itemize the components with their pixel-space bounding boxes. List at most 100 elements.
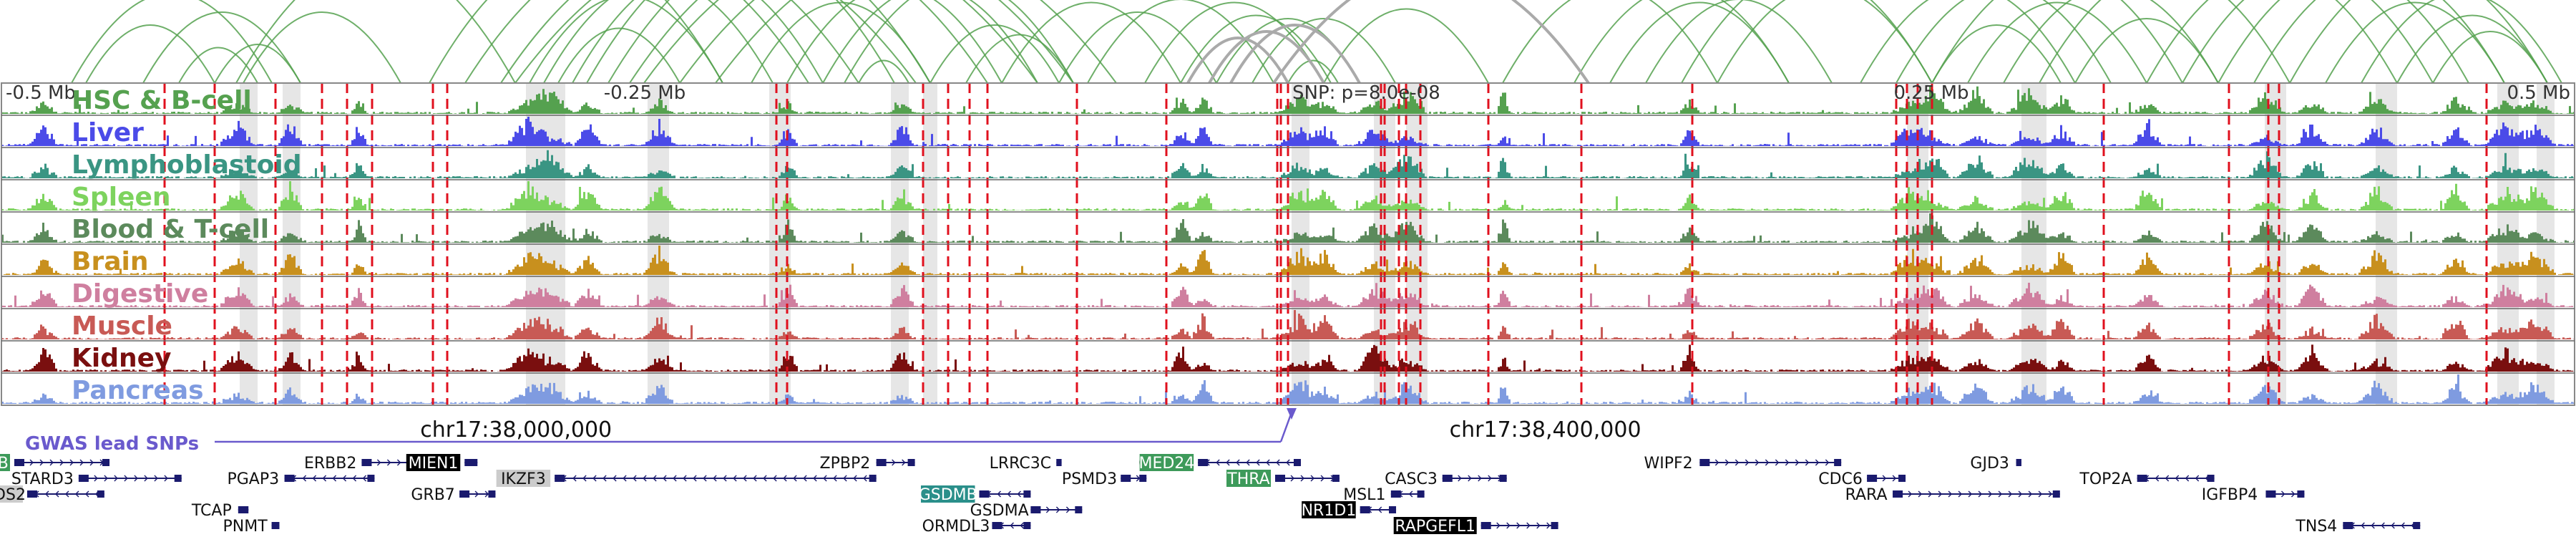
- interaction-arc: [178, 47, 258, 84]
- interaction-arc: [1967, 1, 2147, 84]
- exon: [1121, 475, 1131, 482]
- strand-chevron: [1765, 459, 1770, 466]
- strand-chevron: [673, 475, 677, 482]
- gene-label: STARD3: [11, 470, 74, 488]
- exon: [1898, 475, 1906, 482]
- strand-chevron: [613, 475, 617, 482]
- exon: [1893, 490, 1903, 498]
- gene-grb7: GRB7: [411, 486, 496, 504]
- strand-chevron: [386, 459, 391, 466]
- strand-chevron: [54, 490, 59, 498]
- interaction-arc: [930, 24, 1060, 84]
- strand-chevron: [1276, 459, 1280, 466]
- strand-chevron: [164, 475, 168, 482]
- exon: [1198, 459, 1209, 466]
- interaction-arc: [2432, 31, 2548, 84]
- exon: [2343, 522, 2353, 529]
- exon: [1275, 475, 1286, 482]
- gene-label-bg: [1139, 454, 1194, 471]
- signal-brain: [1, 246, 2575, 275]
- interaction-arc: [1144, 1, 1324, 84]
- gene-pnmt: PNMT: [223, 518, 280, 536]
- strand-chevron: [683, 475, 687, 482]
- gene-label: PPP1R1B: [0, 455, 9, 473]
- interaction-arc: [1574, 0, 1790, 84]
- gene-label: TCAP: [191, 502, 232, 520]
- exon: [102, 459, 110, 466]
- interaction-arc: [235, 0, 516, 84]
- strand-chevron: [1377, 506, 1382, 513]
- strand-chevron: [1045, 506, 1050, 513]
- exon: [555, 475, 565, 482]
- gene-gsdma: GSDMA: [970, 502, 1083, 520]
- strand-chevron: [572, 475, 577, 482]
- strand-chevron: [1755, 459, 1760, 466]
- interaction-arc: [1896, 0, 2112, 84]
- exon: [1293, 459, 1301, 466]
- axis-label: 0.5 Mb: [2507, 82, 2570, 104]
- interaction-arc: [1931, 0, 2183, 84]
- strand-chevron: [484, 490, 489, 498]
- strand-chevron: [332, 475, 337, 482]
- signal-blood-t-cell: [1, 213, 2575, 243]
- exon: [1499, 475, 1507, 482]
- strand-chevron: [1918, 490, 1923, 498]
- track-label: HSC & B-cell: [72, 86, 252, 115]
- exon: [1442, 475, 1453, 482]
- strand-chevron: [1978, 490, 1983, 498]
- exon: [876, 459, 887, 466]
- strand-chevron: [1882, 475, 1887, 482]
- gene-label: GRB7: [411, 486, 454, 504]
- strand-chevron: [653, 475, 657, 482]
- gene-label: IGFBP4: [2202, 486, 2258, 504]
- strand-chevron: [59, 459, 64, 466]
- strand-chevron: [2381, 522, 2385, 529]
- track-frame: [1, 82, 2575, 406]
- gwas-label: GWAS lead SNPs: [25, 433, 199, 455]
- exon: [1867, 475, 1878, 482]
- interaction-arc: [514, 0, 917, 84]
- gene-label-bg: [496, 470, 551, 487]
- gene-label-bg: [1226, 470, 1272, 487]
- axis-labels: -0.5 Mb -0.25 Mb SNP: p=8.0e-08 0.25 Mb 0.5 …: [6, 82, 2570, 104]
- strand-chevron: [1516, 522, 1521, 529]
- strand-chevron: [84, 490, 89, 498]
- track-label: Lymphoblastoid: [72, 150, 302, 180]
- gene-label: CASC3: [1385, 470, 1438, 488]
- gene-wipf2: WIPF2: [1644, 455, 1842, 473]
- strand-chevron: [124, 475, 128, 482]
- strand-chevron: [1714, 459, 1719, 466]
- interaction-arc: [643, 0, 1038, 84]
- interaction-arc: [751, 1, 931, 84]
- gene-rara: RARA: [1845, 486, 2060, 504]
- gene-thra: THRA: [1226, 470, 1340, 488]
- strand-chevron: [2048, 490, 2053, 498]
- strand-chevron: [1785, 459, 1790, 466]
- strand-chevron: [602, 475, 607, 482]
- strand-chevron: [322, 475, 327, 482]
- gene-gsdmb: GSDMB: [919, 485, 1031, 504]
- interaction-arc: [2146, 0, 2398, 84]
- exon: [78, 475, 89, 482]
- strand-chevron: [1226, 459, 1230, 466]
- strand-chevron: [633, 475, 637, 482]
- strand-chevron: [89, 459, 94, 466]
- strand-chevron: [1055, 506, 1060, 513]
- exon: [26, 490, 37, 498]
- gene-label: ZPBP2: [820, 455, 871, 473]
- track-label: Liver: [72, 118, 144, 147]
- strand-chevron: [474, 490, 479, 498]
- interaction-arc: [2003, 0, 2219, 84]
- exon: [1390, 490, 1401, 498]
- strand-chevron: [1724, 459, 1729, 466]
- strand-chevron: [2038, 490, 2043, 498]
- gene-label: GSDMB: [919, 486, 977, 504]
- strand-chevron: [1745, 459, 1750, 466]
- strand-chevron: [1007, 490, 1011, 498]
- interaction-arc: [2361, 0, 2562, 84]
- strand-chevron: [2401, 522, 2405, 529]
- interaction-arc-gray: [1229, 24, 1361, 84]
- axis-label: SNP: p=8.0e-08: [1292, 82, 1440, 104]
- track-label: Spleen: [72, 183, 171, 212]
- strand-chevron: [352, 475, 357, 482]
